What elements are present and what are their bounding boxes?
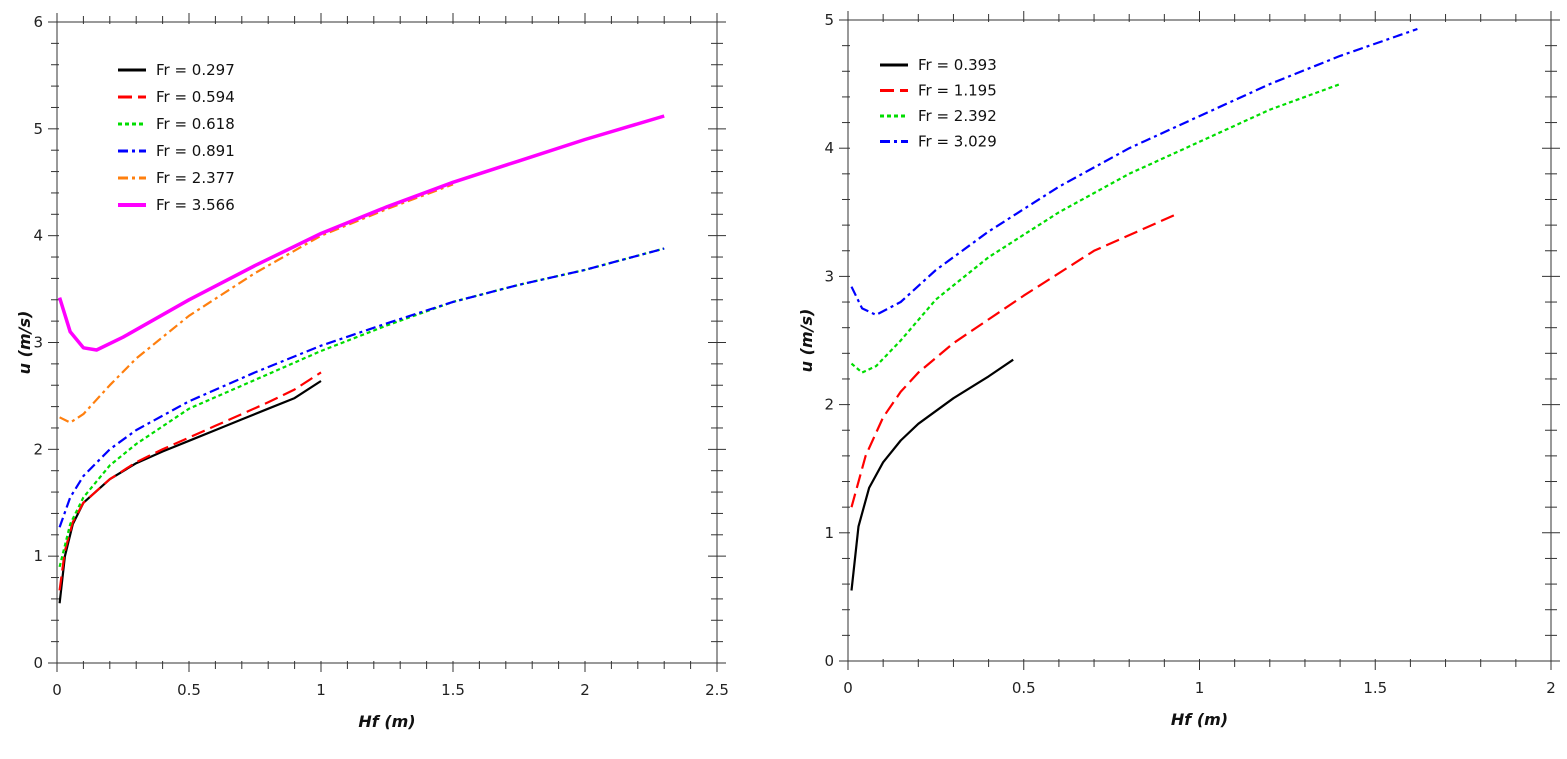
series-line-1 (58, 380, 322, 604)
y-tick-label: 6 (33, 13, 43, 31)
legend-label: Fr = 0.594 (156, 88, 235, 106)
y-tick-label: 0 (824, 652, 834, 670)
y-tick-label: 2 (33, 440, 43, 458)
series-line-1 (850, 358, 1014, 591)
legend-label: Fr = 2.377 (156, 169, 235, 187)
y-tick-label: 4 (824, 139, 834, 157)
y-tick-label: 5 (33, 120, 43, 138)
legend-label: Fr = 0.891 (156, 142, 235, 160)
series-line-2 (850, 213, 1176, 508)
series-line-6 (57, 114, 665, 352)
y-tick-label: 2 (824, 396, 834, 414)
legend-label: Fr = 3.566 (156, 196, 235, 214)
y-tick-label: 3 (824, 267, 834, 285)
legend-label: Fr = 0.297 (156, 61, 235, 79)
x-axis-label: Hf (m) (1171, 710, 1228, 729)
chart-panel-2: 0 0.5 1 1.5 2 0 1 2 3 4 5 Hf (m) u (m/s) Fr = 0.393 Fr… (797, 11, 1560, 729)
x-tick-label: 0.5 (177, 681, 201, 699)
y-tick-label: 3 (33, 334, 43, 352)
x-tick-label: 1.5 (441, 681, 465, 699)
legend-label: Fr = 1.195 (918, 82, 997, 100)
y-axis-label: u (m/s) (797, 309, 816, 373)
y-tick-label: 4 (33, 227, 43, 245)
legend-label: Fr = 2.392 (918, 107, 997, 125)
x-tick-label: 1.5 (1363, 679, 1387, 697)
x-tick-label: 0 (843, 679, 853, 697)
y-tick-label: 1 (824, 524, 834, 542)
x-tick-label: 1 (1195, 679, 1205, 697)
x-tick-label: 2 (1546, 679, 1556, 697)
legend-label: Fr = 0.393 (918, 56, 997, 74)
y-tick-label: 5 (824, 11, 834, 29)
x-tick-label: 2 (580, 681, 590, 699)
chart-panel-1: 0 0.5 1 1.5 2 2.5 0 1 2 3 4 5 6 Hf (m) u (m/s) Fr = 0.2… (15, 13, 729, 731)
x-tick-label: 2.5 (705, 681, 729, 699)
series-line-4 (850, 27, 1418, 316)
series-line-2 (58, 371, 322, 591)
y-tick-label: 1 (33, 547, 43, 565)
y-tick-label: 0 (33, 654, 43, 672)
x-tick-label: 0.5 (1012, 679, 1036, 697)
series-line-5 (59, 183, 454, 424)
series-line-3 (58, 247, 665, 568)
x-axis-label: Hf (m) (358, 712, 415, 731)
series-line-3 (850, 83, 1341, 374)
x-tick-label: 1 (316, 681, 326, 699)
x-tick-label: 0 (52, 681, 62, 699)
legend-label: Fr = 0.618 (156, 115, 235, 133)
series-line-4 (58, 247, 665, 528)
legend-label: Fr = 3.029 (918, 133, 997, 151)
y-axis-label: u (m/s) (15, 311, 34, 375)
